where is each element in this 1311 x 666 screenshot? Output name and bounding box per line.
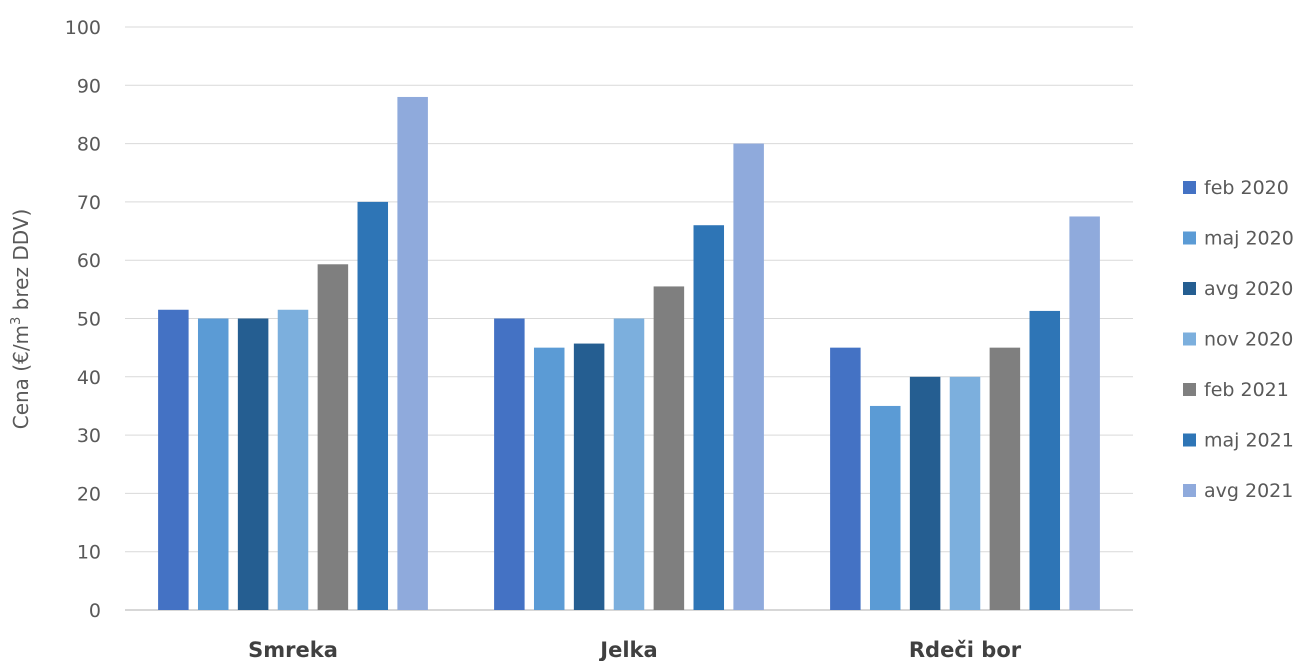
bar <box>397 96 428 610</box>
bar <box>693 225 725 610</box>
y-tick-label: 80 <box>77 134 101 156</box>
y-tick-label: 60 <box>77 250 101 272</box>
legend-label: nov 2020 <box>1204 329 1293 351</box>
bar <box>158 309 189 610</box>
y-tick-label: 0 <box>89 600 101 622</box>
bar <box>1029 310 1061 610</box>
legend-label: feb 2021 <box>1204 379 1289 401</box>
bar <box>613 318 645 610</box>
y-axis-title-suffix: brez DDV) <box>9 209 33 317</box>
bar <box>869 405 901 610</box>
legend-label: maj 2021 <box>1204 430 1294 452</box>
y-tick-label: 30 <box>77 425 101 447</box>
legend-swatch <box>1183 282 1196 295</box>
y-tick-label: 70 <box>77 192 101 214</box>
legend-label: avg 2020 <box>1204 278 1293 300</box>
bar <box>573 343 605 610</box>
bar <box>909 376 941 610</box>
legend-swatch <box>1183 433 1196 447</box>
y-tick-label: 40 <box>77 367 101 389</box>
y-tick-label: 20 <box>77 483 101 505</box>
bar <box>733 143 764 610</box>
y-axis-title: Cena (€/m3 brez DDV) <box>9 209 33 430</box>
legend: feb 2020 maj 2020 avg 2020 nov 2020 feb 2021… <box>1183 177 1294 502</box>
legend-label: avg 2021 <box>1204 480 1293 502</box>
y-tick-label: 50 <box>77 309 101 331</box>
y-tick-label: 10 <box>77 542 101 564</box>
legend-swatch <box>1183 231 1196 245</box>
bar <box>197 318 229 610</box>
bar <box>830 347 861 610</box>
bar <box>653 286 685 610</box>
legend-swatch <box>1183 332 1196 346</box>
x-category-labels: Smreka Jelka Rdeči bor <box>248 638 1022 662</box>
legend-swatch <box>1183 484 1196 497</box>
legend-swatch <box>1183 181 1196 194</box>
bars <box>158 96 1100 610</box>
legend-swatch <box>1183 383 1196 396</box>
bar <box>357 201 389 610</box>
bar <box>317 264 349 610</box>
y-axis-title-superscript: 3 <box>9 317 24 325</box>
legend-label: feb 2020 <box>1204 177 1289 199</box>
bar <box>277 309 309 610</box>
x-category-label: Smreka <box>248 638 338 661</box>
bar <box>533 347 565 610</box>
bar <box>1069 216 1100 610</box>
x-category-label: Rdeči bor <box>909 638 1022 661</box>
y-tick-label: 100 <box>65 17 101 39</box>
bar <box>949 376 981 610</box>
bar <box>237 318 269 610</box>
legend-label: maj 2020 <box>1204 228 1294 250</box>
y-tick-label: 90 <box>77 75 101 97</box>
bar <box>494 318 525 610</box>
y-tick-labels: 0 10 20 30 40 50 60 70 80 90 100 <box>65 17 101 622</box>
y-axis-title-prefix: Cena (€/m <box>9 325 33 429</box>
bar <box>989 347 1021 610</box>
x-category-label: Jelka <box>598 638 657 661</box>
